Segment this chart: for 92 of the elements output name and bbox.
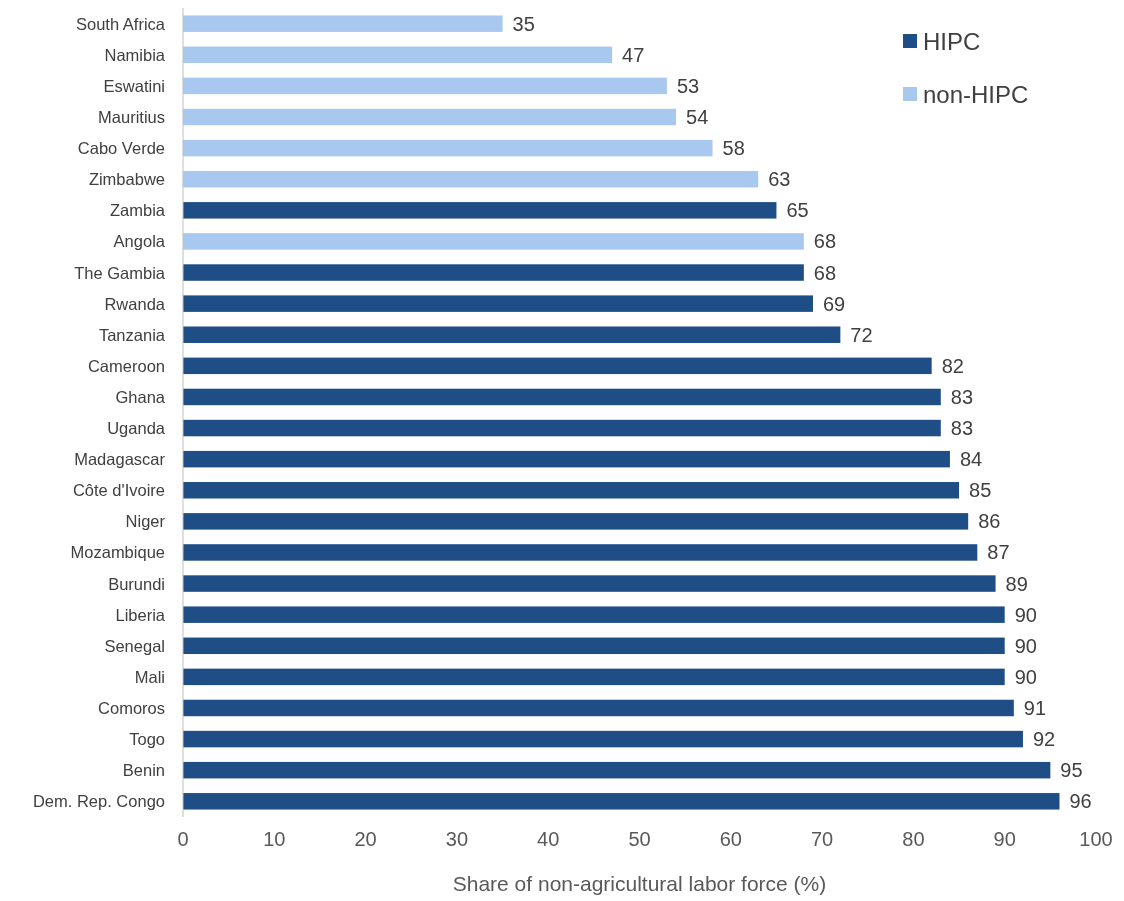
y-tick-label: Niger <box>125 512 166 531</box>
y-tick-label: Mauritius <box>98 108 165 127</box>
bar <box>183 482 960 499</box>
y-tick-label: Senegal <box>104 636 165 655</box>
x-tick-label: 80 <box>902 828 925 850</box>
data-label: 91 <box>1023 696 1047 719</box>
bar <box>183 233 804 250</box>
data-label: 54 <box>686 106 709 129</box>
bar <box>183 699 1014 717</box>
data-label: 86 <box>978 510 1001 533</box>
x-tick-label: 90 <box>993 828 1016 850</box>
y-tick-label: Zimbabwe <box>88 170 165 189</box>
y-tick-label: Côte d'Ivoire <box>72 481 165 500</box>
bar <box>183 637 1005 655</box>
y-tick-label: Burundi <box>108 574 165 593</box>
y-tick-label: Angola <box>113 232 166 251</box>
data-label: 90 <box>1014 665 1037 688</box>
data-label: 53 <box>676 74 700 97</box>
x-tick-label: 30 <box>445 828 469 850</box>
data-label: 72 <box>850 323 873 346</box>
data-label: 68 <box>813 230 837 253</box>
data-label: 58 <box>722 137 745 160</box>
x-tick-label: 100 <box>1079 828 1113 850</box>
data-label: 69 <box>822 292 846 315</box>
bar <box>183 326 841 343</box>
x-tick-label: 40 <box>537 828 560 850</box>
y-tick-label: Uganda <box>107 419 166 438</box>
x-tick-label: 60 <box>719 828 742 850</box>
data-label: 68 <box>813 261 837 284</box>
y-tick-label: Ghana <box>115 387 166 406</box>
bar <box>183 793 1060 810</box>
data-label: 35 <box>512 12 535 35</box>
y-tick-label: Mozambique <box>70 543 165 562</box>
bar <box>183 668 1005 686</box>
data-label: 83 <box>950 385 974 408</box>
y-tick-label: Eswatini <box>103 76 165 95</box>
bar <box>183 730 1023 748</box>
legend-label: HIPC <box>923 27 981 55</box>
x-tick-label: 70 <box>810 828 834 850</box>
x-tick-label: 50 <box>628 828 651 850</box>
y-tick-label: Tanzania <box>98 325 166 344</box>
y-tick-label: Rwanda <box>104 294 166 313</box>
bar <box>183 264 804 281</box>
bar <box>183 575 996 592</box>
data-label: 89 <box>1005 572 1028 595</box>
bar <box>183 108 677 126</box>
y-tick-label: Benin <box>122 761 165 780</box>
data-label: 84 <box>959 448 983 471</box>
y-tick-label: Zambia <box>109 201 166 220</box>
legend-label: non-HIPC <box>923 80 1029 108</box>
data-label: 92 <box>1032 728 1056 751</box>
x-tick-label: 20 <box>354 828 377 850</box>
y-tick-label: Namibia <box>104 45 166 64</box>
data-label: 96 <box>1069 790 1092 813</box>
data-label: 87 <box>987 541 1010 564</box>
x-tick-label: 0 <box>177 828 189 850</box>
y-tick-label: South Africa <box>76 14 166 33</box>
y-tick-label: Cameroon <box>87 356 165 375</box>
bar <box>183 15 503 32</box>
data-label: 90 <box>1014 603 1037 626</box>
y-tick-label: The Gambia <box>74 263 166 282</box>
data-label: 90 <box>1014 634 1037 657</box>
bar <box>183 419 941 437</box>
data-label: 47 <box>622 43 645 66</box>
bar <box>183 77 667 95</box>
data-label: 82 <box>941 354 964 377</box>
y-tick-label: Togo <box>129 730 165 749</box>
x-axis-title: Share of non-agricultural labor force (%) <box>452 872 827 895</box>
data-label: 95 <box>1060 759 1083 782</box>
bar <box>183 139 713 157</box>
data-label: 85 <box>969 479 992 502</box>
bar <box>183 295 813 312</box>
bar <box>183 513 969 530</box>
x-tick-label: 10 <box>263 828 286 850</box>
y-tick-label: Cabo Verde <box>77 139 165 158</box>
bar <box>183 606 1005 623</box>
bar <box>183 544 978 561</box>
data-label: 65 <box>786 199 809 222</box>
bar <box>183 388 941 406</box>
y-tick-label: Dem. Rep. Congo <box>32 792 165 811</box>
y-tick-label: Mali <box>134 667 165 686</box>
bar <box>183 450 950 468</box>
bar <box>183 761 1051 779</box>
bar <box>183 357 932 375</box>
data-label: 83 <box>950 417 974 440</box>
bar <box>183 170 759 188</box>
y-tick-label: Comoros <box>98 698 165 717</box>
y-tick-label: Liberia <box>115 605 166 624</box>
y-tick-label: Madagascar <box>74 450 166 469</box>
bar <box>183 46 613 64</box>
bar <box>183 202 777 219</box>
data-label: 63 <box>768 168 791 191</box>
